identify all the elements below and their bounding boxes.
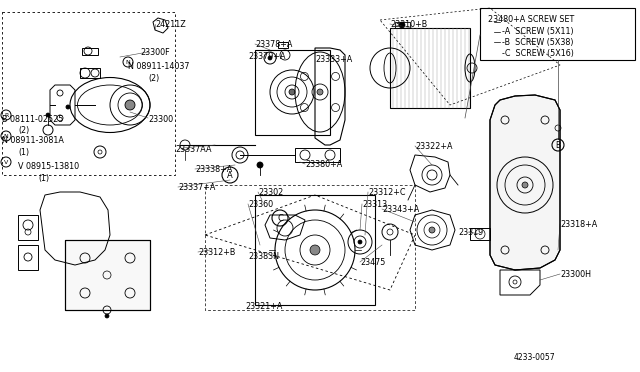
Text: V: V — [4, 160, 8, 164]
Text: 23378+A: 23378+A — [255, 40, 292, 49]
Text: 23313: 23313 — [362, 200, 387, 209]
Text: N 08911-3081A: N 08911-3081A — [2, 136, 64, 145]
Circle shape — [125, 100, 135, 110]
Text: 23337AA: 23337AA — [175, 145, 211, 154]
Text: -B  SCREW (5X38): -B SCREW (5X38) — [502, 38, 573, 47]
Text: R: R — [4, 112, 8, 118]
Text: N 08911-14037: N 08911-14037 — [128, 62, 189, 71]
Circle shape — [317, 89, 323, 95]
Circle shape — [105, 314, 109, 318]
Text: 23379+A: 23379+A — [248, 52, 285, 61]
Text: 23343+A: 23343+A — [382, 205, 419, 214]
Text: 23337+A: 23337+A — [178, 183, 216, 192]
Text: 23300H: 23300H — [560, 270, 591, 279]
Circle shape — [66, 105, 70, 109]
Text: 23383N: 23383N — [248, 252, 279, 261]
Circle shape — [257, 162, 263, 168]
Text: 23480+A SCREW SET: 23480+A SCREW SET — [488, 15, 574, 24]
Bar — [255, 195, 375, 305]
Text: 23310+B: 23310+B — [390, 20, 428, 29]
Circle shape — [289, 89, 295, 95]
Bar — [255, 50, 330, 135]
Text: B: B — [556, 141, 561, 150]
Circle shape — [522, 182, 528, 188]
Text: C: C — [277, 214, 283, 222]
Text: (2): (2) — [148, 74, 159, 83]
Text: N: N — [125, 60, 131, 64]
Text: 23380+A: 23380+A — [305, 160, 342, 169]
Circle shape — [429, 227, 435, 233]
Bar — [390, 28, 470, 108]
Text: 23333+A: 23333+A — [315, 55, 352, 64]
Text: (1): (1) — [18, 148, 29, 157]
Text: 23360: 23360 — [248, 200, 273, 209]
Text: V 08915-13810: V 08915-13810 — [18, 162, 79, 171]
Text: (2): (2) — [18, 126, 29, 135]
Polygon shape — [65, 240, 150, 310]
Text: 23300: 23300 — [148, 115, 173, 124]
Text: 23322+A: 23322+A — [415, 142, 452, 151]
Text: 23321+A: 23321+A — [245, 302, 282, 311]
Bar — [480, 8, 635, 60]
Polygon shape — [490, 95, 560, 270]
Text: N: N — [4, 134, 8, 138]
Text: 23312+C: 23312+C — [368, 188, 406, 197]
Text: 23318+A: 23318+A — [560, 220, 597, 229]
Text: A: A — [227, 170, 233, 180]
Circle shape — [310, 245, 320, 255]
Text: 4233-0057: 4233-0057 — [513, 353, 555, 362]
Text: 24211Z: 24211Z — [155, 20, 186, 29]
Text: -C  SCREW (5X16): -C SCREW (5X16) — [502, 49, 574, 58]
Text: 23302: 23302 — [258, 188, 284, 197]
Circle shape — [268, 56, 272, 60]
Circle shape — [358, 240, 362, 244]
Text: 23312+B: 23312+B — [198, 248, 236, 257]
Circle shape — [46, 113, 50, 117]
Text: B 08111-02525: B 08111-02525 — [2, 115, 63, 124]
Text: 23319: 23319 — [458, 228, 483, 237]
Text: 23300F: 23300F — [140, 48, 170, 57]
Text: 23338+A: 23338+A — [195, 165, 232, 174]
Text: -A  SCREW (5X11): -A SCREW (5X11) — [502, 27, 573, 36]
Circle shape — [399, 22, 405, 28]
Text: 23475: 23475 — [360, 258, 385, 267]
Text: (1): (1) — [38, 174, 49, 183]
